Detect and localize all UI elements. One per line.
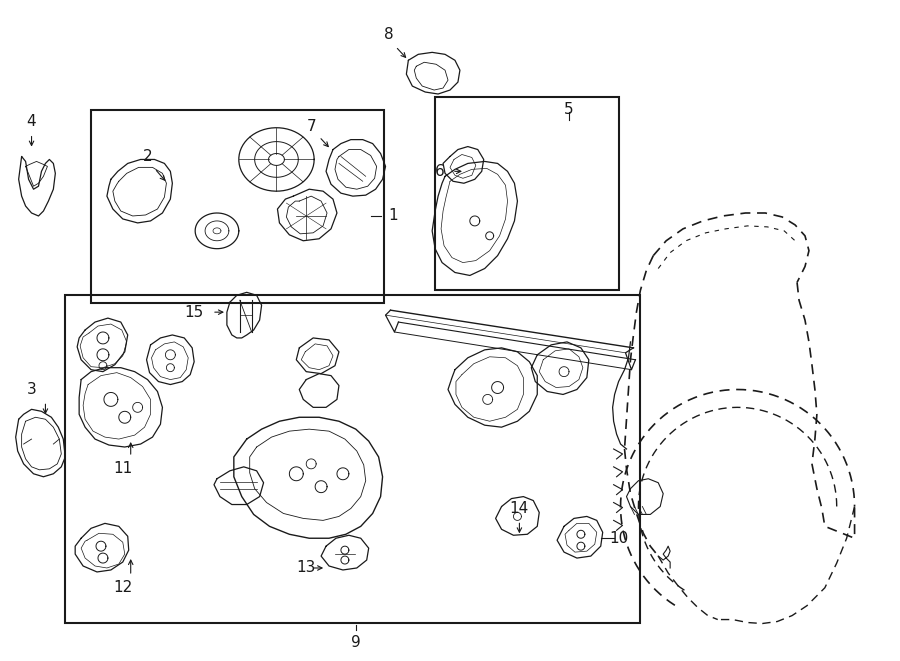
Text: 6: 6 <box>436 164 445 179</box>
Text: 10: 10 <box>609 531 628 546</box>
Text: 11: 11 <box>113 461 132 477</box>
Text: 8: 8 <box>383 27 393 42</box>
Text: 1: 1 <box>389 208 398 223</box>
Text: 14: 14 <box>509 501 529 516</box>
Text: 7: 7 <box>306 119 316 134</box>
Text: 9: 9 <box>351 635 361 650</box>
Bar <box>435 97 618 290</box>
Text: 12: 12 <box>113 580 132 596</box>
Text: 5: 5 <box>564 102 574 118</box>
Text: 2: 2 <box>143 149 152 164</box>
Text: 13: 13 <box>296 561 316 576</box>
Text: 15: 15 <box>184 305 203 320</box>
Text: 4: 4 <box>27 114 36 130</box>
Bar <box>66 295 641 623</box>
Bar <box>91 110 383 303</box>
Text: 3: 3 <box>27 382 36 397</box>
